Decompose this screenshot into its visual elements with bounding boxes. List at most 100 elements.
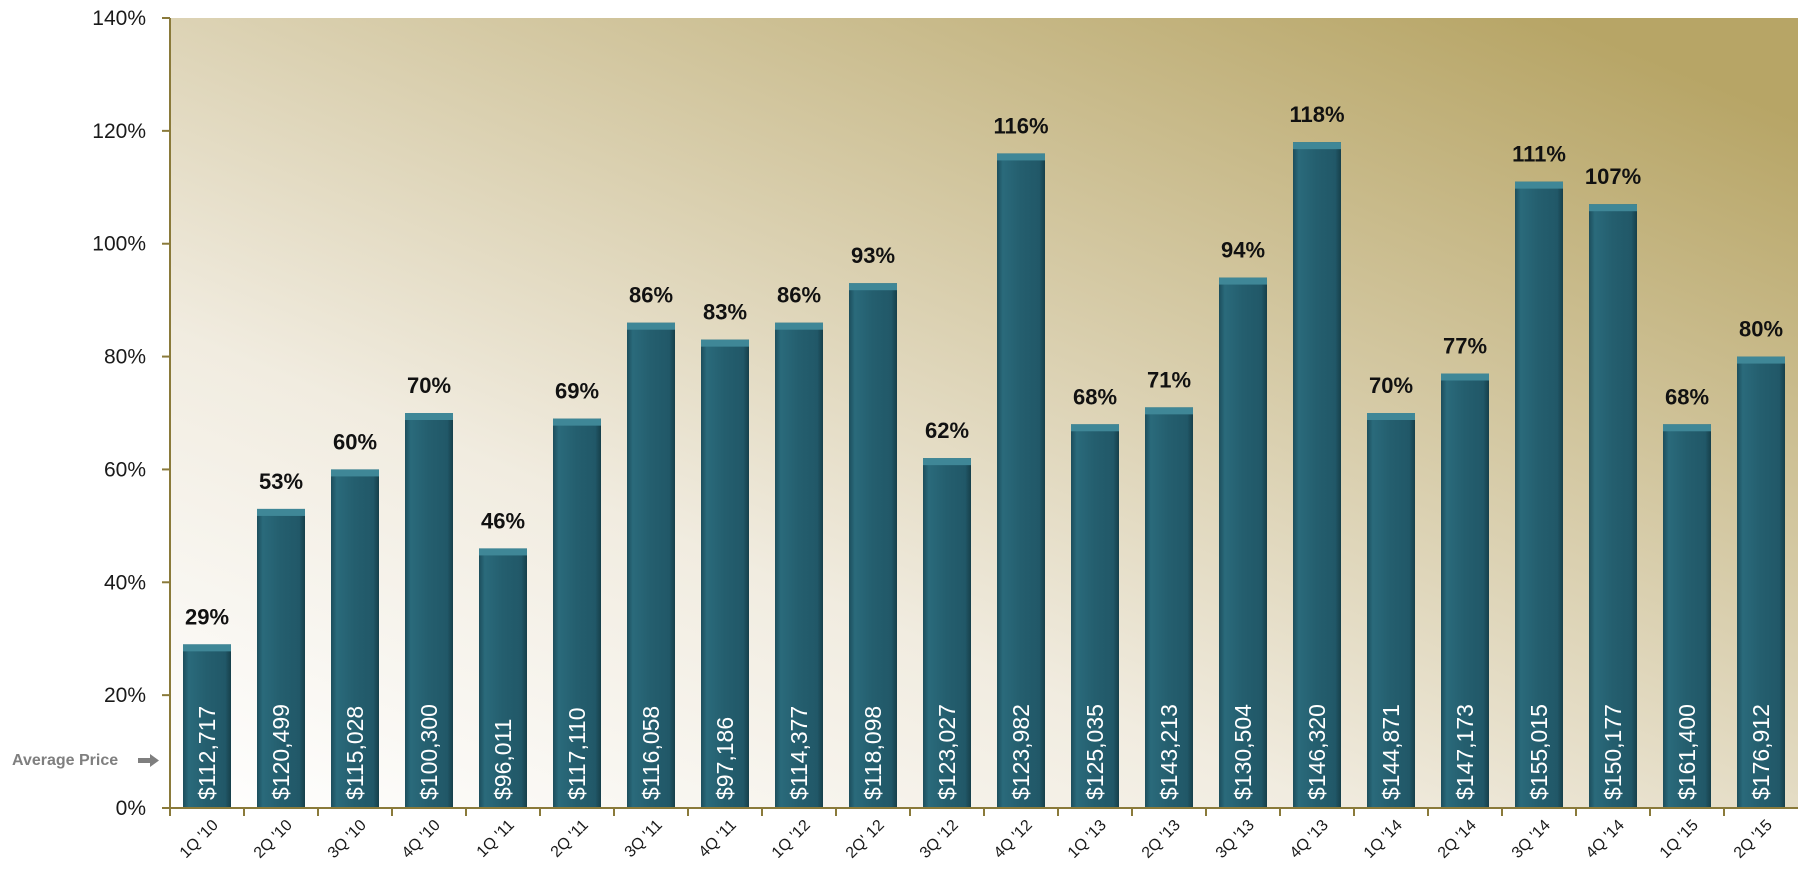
bar-price-label: $130,504 bbox=[1230, 704, 1256, 800]
bar-cap bbox=[1145, 407, 1193, 415]
bar bbox=[849, 283, 897, 808]
bar-price-label: $123,982 bbox=[1008, 704, 1034, 800]
bar-cap bbox=[331, 469, 379, 477]
bar-price-label: $100,300 bbox=[416, 704, 442, 800]
bar-cap bbox=[997, 153, 1045, 161]
x-tick-label: 4Q '12 bbox=[991, 817, 1036, 862]
bar-price-label: $114,377 bbox=[786, 706, 812, 800]
bar-value-label: 60% bbox=[333, 429, 377, 454]
bar bbox=[701, 339, 749, 808]
y-axis-ticks: 0% 20% 40% 60% 80% 100% 120% 140% bbox=[92, 7, 170, 820]
bar bbox=[553, 418, 601, 808]
bar bbox=[1441, 373, 1489, 808]
bar-price-label: $112,717 bbox=[194, 706, 220, 800]
bar-price-label: $116,058 bbox=[638, 706, 664, 800]
bar-price-label: $161,400 bbox=[1674, 704, 1700, 800]
average-price-annotation: Average Price bbox=[12, 752, 159, 769]
bar-cap bbox=[1663, 424, 1711, 432]
x-tick-label: 2Q '14 bbox=[1435, 817, 1480, 862]
x-tick-label: 3Q '11 bbox=[622, 817, 666, 861]
bar-value-label: 80% bbox=[1739, 317, 1783, 342]
y-tick-label: 40% bbox=[104, 571, 146, 594]
x-tick-label: 2Q '13 bbox=[1139, 817, 1184, 862]
bar-price-label: $123,027 bbox=[934, 704, 960, 800]
bar-price-label: $144,871 bbox=[1378, 704, 1404, 800]
x-tick-label: 4Q '14 bbox=[1583, 817, 1628, 862]
bar-value-label: 86% bbox=[777, 283, 821, 308]
bar-value-label: 69% bbox=[555, 379, 599, 404]
bar-value-label: 111% bbox=[1512, 142, 1566, 167]
bar-value-label: 107% bbox=[1585, 164, 1641, 189]
bar-cap bbox=[1367, 413, 1415, 420]
bar-price-label: $146,320 bbox=[1304, 704, 1330, 800]
y-tick-label: 120% bbox=[92, 120, 146, 143]
bar-cap bbox=[1441, 373, 1489, 381]
x-tick-label: 2Q '15 bbox=[1731, 817, 1776, 862]
bar bbox=[1219, 277, 1267, 809]
x-tick-label: 1Q '14 bbox=[1361, 817, 1406, 862]
bar bbox=[627, 322, 675, 808]
x-tick-label: 4Q '10 bbox=[399, 817, 444, 862]
y-tick-label: 100% bbox=[92, 233, 146, 256]
x-tick-label: 1Q '13 bbox=[1065, 817, 1110, 862]
bar-price-label: $150,177 bbox=[1600, 704, 1626, 800]
bar-cap bbox=[1515, 181, 1563, 189]
x-tick-label: 1Q '12 bbox=[769, 817, 814, 862]
bar-price-label: $96,011 bbox=[490, 719, 516, 800]
bar-value-label: 62% bbox=[925, 418, 969, 443]
bar bbox=[1145, 407, 1193, 808]
bar-cap bbox=[553, 418, 601, 426]
bar-value-label: 46% bbox=[481, 508, 525, 533]
bar-value-label: 53% bbox=[259, 469, 303, 494]
bar-value-label: 118% bbox=[1289, 102, 1344, 127]
bar bbox=[183, 644, 231, 808]
bar-cap bbox=[627, 322, 675, 330]
x-tick-label: 1Q '10 bbox=[177, 817, 222, 862]
bar-cap bbox=[1589, 204, 1637, 212]
bars bbox=[183, 142, 1785, 809]
bar-value-label: 116% bbox=[993, 113, 1048, 138]
bar bbox=[1737, 356, 1785, 808]
bar-cap bbox=[923, 458, 971, 466]
bar-cap bbox=[479, 548, 527, 556]
bar-value-label: 94% bbox=[1221, 238, 1265, 263]
bar bbox=[775, 322, 823, 808]
x-tick-label: 3Q '10 bbox=[325, 817, 370, 862]
x-tick-label: 4Q '11 bbox=[696, 817, 740, 861]
bar bbox=[1071, 424, 1119, 808]
bar-cap bbox=[1293, 142, 1341, 150]
y-tick-label: 80% bbox=[104, 346, 146, 369]
x-tick-label: 3Q '13 bbox=[1213, 817, 1258, 862]
bar-price-label: $118,098 bbox=[860, 706, 886, 800]
x-tick-label: 2Q' 12 bbox=[843, 817, 888, 862]
bar-value-label: 93% bbox=[851, 243, 895, 268]
x-tick-label: 2Q '10 bbox=[251, 817, 296, 862]
bar-value-label: 68% bbox=[1665, 384, 1709, 409]
bar bbox=[923, 458, 971, 808]
bar bbox=[331, 469, 379, 808]
bar-price-label: $97,186 bbox=[712, 717, 738, 800]
bar bbox=[479, 548, 527, 808]
bar-price-label: $147,173 bbox=[1452, 704, 1478, 800]
bar bbox=[997, 153, 1045, 808]
bar-cap bbox=[775, 322, 823, 330]
bar bbox=[1589, 204, 1637, 808]
y-tick-label: 0% bbox=[116, 797, 146, 820]
bar-value-label: 29% bbox=[185, 604, 229, 629]
x-axis-ticks: 1Q '10 2Q '10 3Q '10 4Q '10 1Q '11 2Q '11 3Q '… bbox=[169, 808, 1776, 862]
bar bbox=[257, 508, 305, 808]
bar-value-label: 71% bbox=[1147, 367, 1191, 392]
bar bbox=[405, 413, 453, 808]
bar-price-label: $120,499 bbox=[268, 704, 294, 800]
x-tick-label: 1Q '11 bbox=[474, 817, 518, 861]
bar-value-label: 86% bbox=[629, 283, 673, 308]
y-tick-label: 20% bbox=[104, 684, 146, 707]
bar-cap bbox=[183, 644, 231, 652]
x-tick-label: 3Q '12 bbox=[917, 817, 962, 862]
bar bbox=[1663, 424, 1711, 808]
bar-value-label: 77% bbox=[1443, 334, 1487, 359]
x-tick-label: 2Q '11 bbox=[548, 817, 592, 861]
labels: 29% $112,717 53% $120,499 60% $115,028 70% $100… bbox=[185, 102, 1783, 800]
bar-cap bbox=[1071, 424, 1119, 432]
